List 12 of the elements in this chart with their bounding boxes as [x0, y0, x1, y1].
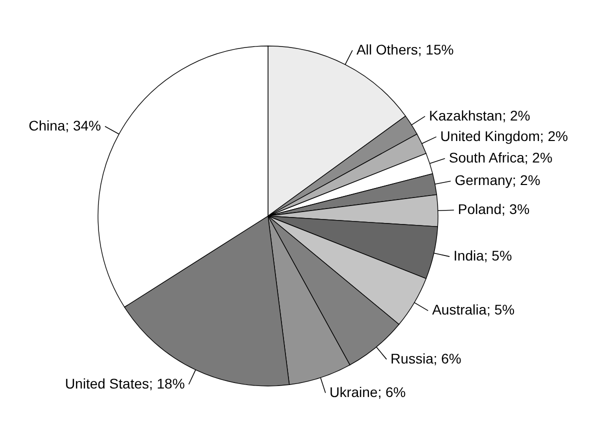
slice-label: Russia; 6%: [390, 350, 462, 366]
slice-label: Australia; 5%: [432, 302, 515, 318]
slice-label: Kazakhstan; 2%: [429, 107, 530, 124]
slice-label: Germany; 2%: [454, 172, 540, 188]
slice-label: South Africa; 2%: [448, 150, 552, 166]
slice-label: India; 5%: [454, 248, 512, 264]
slice-label: All Others; 15%: [356, 41, 454, 58]
slice-label: Ukraine; 6%: [329, 384, 406, 400]
slice-label: Poland; 3%: [458, 201, 530, 218]
slice-label: China; 34%: [28, 117, 102, 134]
slice-label: United Kingdom; 2%: [440, 128, 568, 144]
slice-label: United States; 18%: [64, 375, 185, 392]
